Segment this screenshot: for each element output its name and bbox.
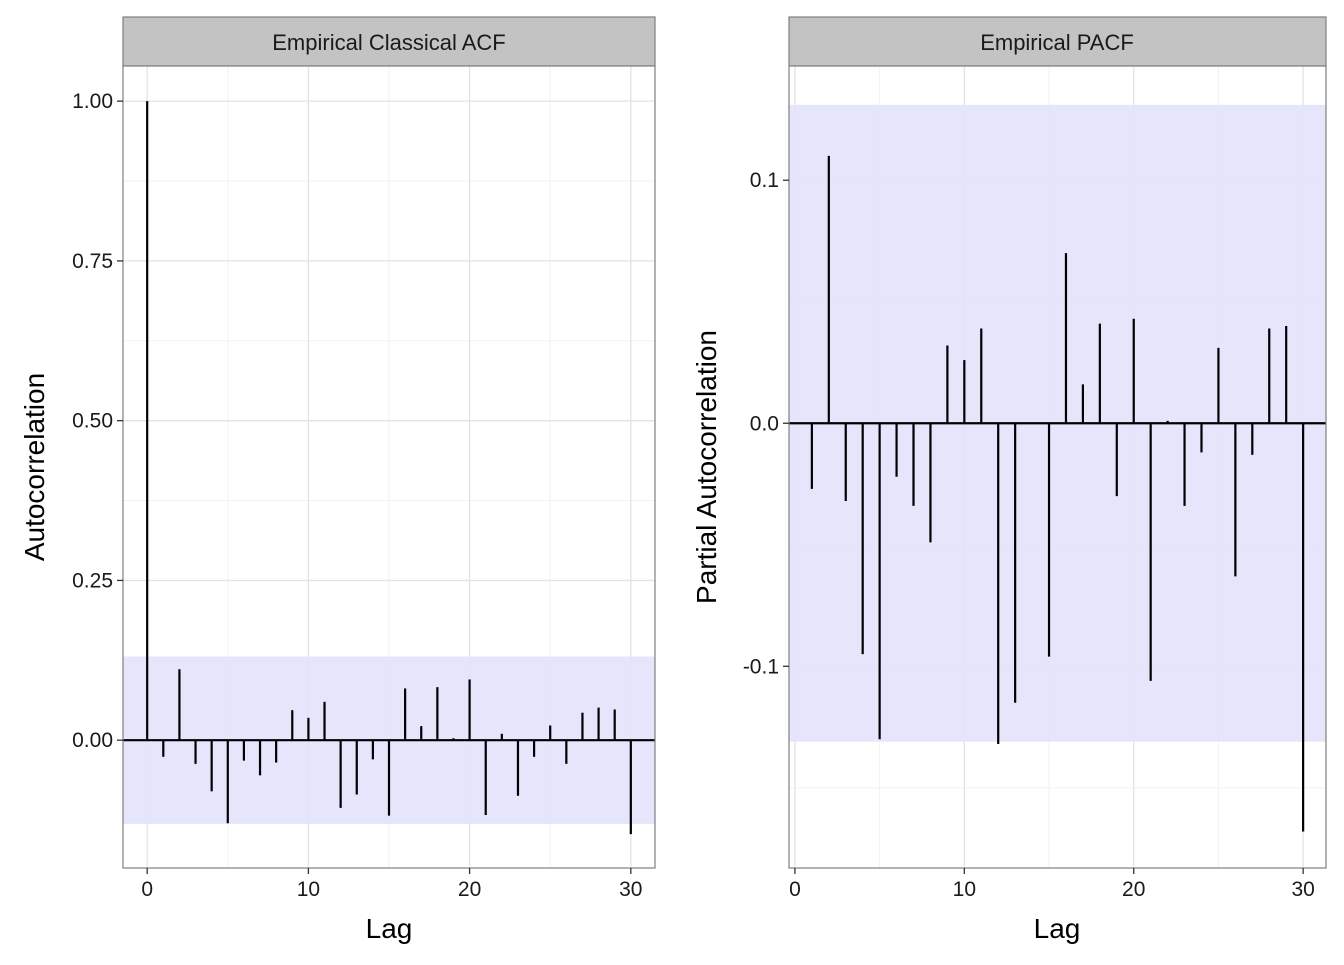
acf-x-tick-label: 20 [458,878,481,901]
acf-y-axis-title: Autocorrelation [19,373,50,561]
pacf-y-tick-label: -0.1 [743,655,779,678]
acf-y-tick-label: 0.25 [72,569,113,592]
acf-y-tick-label: 0.50 [72,410,113,433]
pacf-bars [810,155,1305,832]
acf-x-tick-label: 30 [619,878,642,901]
pacf-y-axis-title: Partial Autocorrelation [691,330,722,604]
acf-strip [122,16,656,67]
acf-x-axis: 0 10 20 30 [141,868,642,901]
pacf-x-tick-label: 10 [953,878,976,901]
acf-y-axis: 0.00 0.25 0.50 0.75 1.00 [72,90,123,752]
pacf-y-tick-label: 0.0 [750,412,779,435]
acf-y-tick-label: 1.00 [72,90,113,113]
acf-x-tick-label: 0 [141,878,153,901]
pacf-x-axis: 0 10 20 30 [789,868,1315,901]
acf-panel-border [122,65,656,869]
acf-bars [146,101,632,835]
acf-panel-title: Empirical Classical ACF [272,30,506,55]
acf-x-axis-title: Lag [366,913,413,944]
pacf-x-tick-label: 20 [1122,878,1145,901]
acf-y-tick-label: 0.75 [72,250,113,273]
pacf-panel: Empirical PACF -0.1 0.0 0.1 0 10 20 30 Lag Pa… [691,16,1327,944]
pacf-panel-border [788,65,1327,869]
pacf-y-axis: -0.1 0.0 0.1 [743,169,789,678]
pacf-panel-title: Empirical PACF [980,30,1134,55]
acf-y-tick-label: 0.00 [72,729,113,752]
pacf-x-axis-title: Lag [1034,913,1081,944]
pacf-strip [788,16,1327,67]
pacf-y-tick-label: 0.1 [750,169,779,192]
acf-x-tick-label: 10 [297,878,320,901]
pacf-x-tick-label: 0 [789,878,801,901]
pacf-x-tick-label: 30 [1291,878,1314,901]
acf-panel: Empirical Classical ACF 0.00 0.25 0.50 0.75… [19,16,656,944]
